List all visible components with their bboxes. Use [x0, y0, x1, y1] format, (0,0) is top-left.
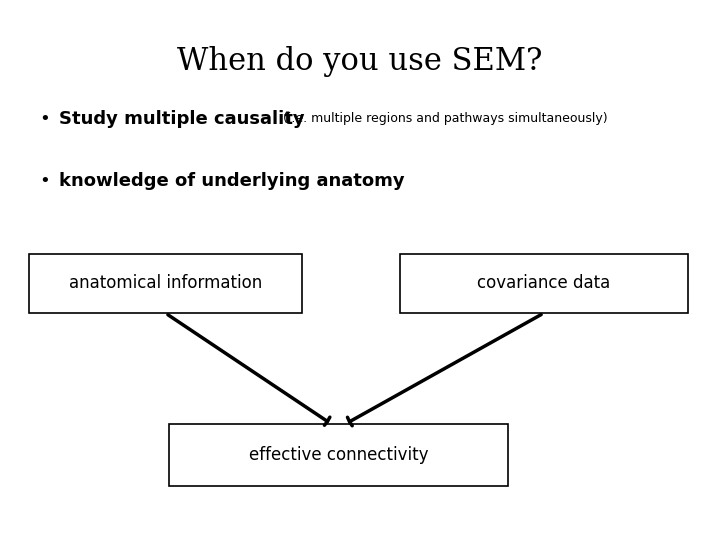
Bar [169, 424, 508, 486]
Text: (i.e. multiple regions and pathways simultaneously): (i.e. multiple regions and pathways simu… [279, 112, 607, 125]
Text: anatomical information: anatomical information [69, 274, 262, 293]
Text: When do you use SEM?: When do you use SEM? [177, 46, 543, 77]
Text: knowledge of underlying anatomy: knowledge of underlying anatomy [59, 172, 405, 190]
Text: covariance data: covariance data [477, 274, 611, 293]
Text: effective connectivity: effective connectivity [248, 446, 428, 464]
Text: •: • [40, 110, 50, 128]
Text: •: • [40, 172, 50, 190]
Text: Study multiple causality: Study multiple causality [59, 110, 305, 128]
Bar [29, 254, 302, 313]
Bar [400, 254, 688, 313]
